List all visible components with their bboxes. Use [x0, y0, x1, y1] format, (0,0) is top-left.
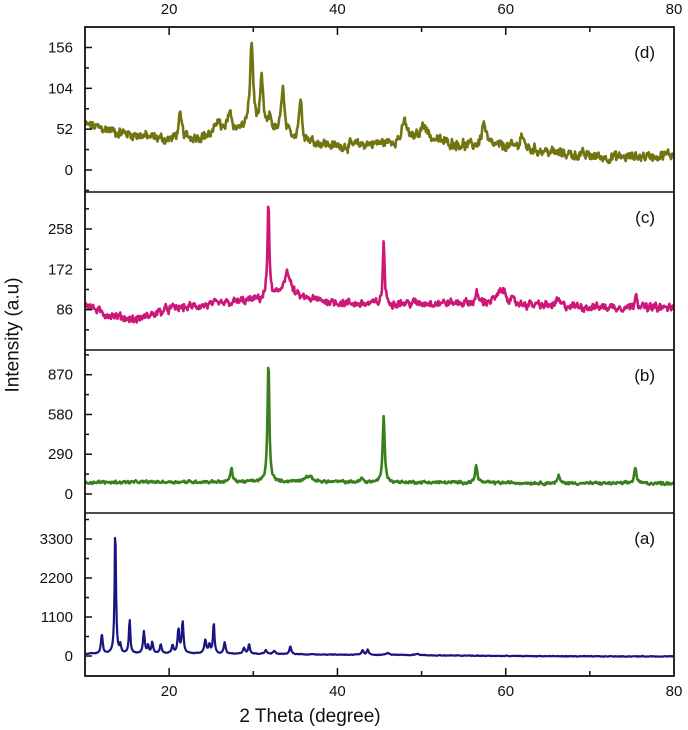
chart-frame — [84, 26, 675, 677]
xrd-pattern-line — [85, 536, 674, 658]
y-tick-label: 156 — [48, 39, 73, 56]
xrd-pattern-line — [85, 41, 674, 165]
y-tick-label: 3300 — [40, 531, 73, 548]
x-tick-label-top: 40 — [329, 1, 346, 18]
panel-b: 0 290 580 870 (b) — [48, 366, 674, 503]
y-tick-label: 0 — [65, 162, 73, 179]
y-tick-label: 86 — [56, 302, 73, 319]
x-tick-label-top: 20 — [161, 1, 178, 18]
y-tick-label: 104 — [48, 80, 73, 97]
y-tick-label: 290 — [48, 446, 73, 463]
y-tick-label: 1100 — [41, 609, 73, 626]
panel-label: (b) — [634, 366, 655, 385]
xrd-pattern-line — [85, 366, 674, 487]
x-tick-label-bottom: 80 — [666, 683, 683, 700]
x-tick-label-bottom: 40 — [329, 683, 346, 700]
panel-label: (c) — [635, 208, 655, 227]
y-tick-label: 0 — [65, 648, 73, 665]
panel-a: 0 1100 2200 3300 (a) — [40, 529, 674, 665]
y-tick-label: 172 — [48, 261, 73, 278]
y-tick-label: 0 — [65, 486, 73, 503]
y-tick-label: 52 — [56, 121, 73, 138]
x-tick-label-bottom: 20 — [161, 683, 178, 700]
xrd-pattern-line — [85, 205, 674, 324]
x-tick-label-top: 60 — [497, 1, 514, 18]
x-axis: 20 20 40 40 60 60 80 80 — [161, 1, 683, 700]
panel-label: (d) — [634, 43, 655, 62]
chart-panels: 0 52 104 156 (d) 86 172 258 (c) 0 290 580 870 (b) 0 110… — [40, 39, 674, 665]
y-axis-title: Intensity (a.u) — [3, 277, 25, 393]
y-tick-label: 870 — [48, 367, 73, 384]
x-axis-title: 2 Theta (degree) — [239, 706, 380, 727]
y-tick-label: 2200 — [40, 570, 73, 587]
y-tick-label: 258 — [48, 221, 73, 238]
panel-c: 86 172 258 (c) — [48, 205, 674, 324]
panel-label: (a) — [634, 529, 655, 548]
y-axis-title-wrapper: Intensity (a.u) — [2, 245, 26, 425]
panel-d: 0 52 104 156 (d) — [48, 39, 674, 179]
plot-border — [84, 26, 675, 677]
y-tick-label: 580 — [48, 406, 73, 423]
x-tick-label-top: 80 — [666, 1, 683, 18]
x-tick-label-bottom: 60 — [497, 683, 514, 700]
